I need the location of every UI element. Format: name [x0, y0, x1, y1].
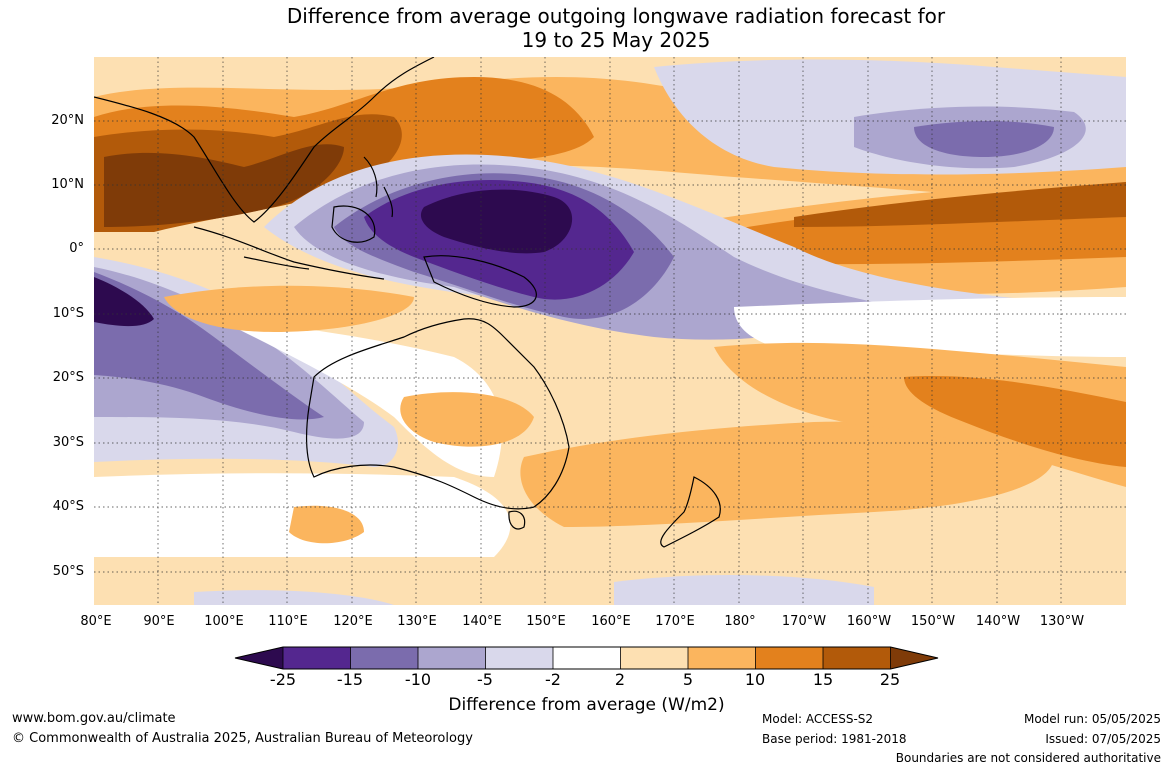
new-guinea-outline [423, 255, 537, 308]
lon-label: 140°W [975, 614, 1021, 629]
colorbar-tick: -15 [336, 670, 364, 689]
lat-label: 30°S [52, 435, 84, 450]
colorbar-swatch [350, 647, 418, 669]
philippines-outline [363, 156, 394, 218]
footer-model-run: Model run: 05/05/2025 [1023, 712, 1161, 726]
colorbar-swatch [235, 647, 283, 669]
title-line-1: Difference from average outgoing longwav… [286, 4, 946, 28]
new-zealand-outline [660, 476, 721, 548]
lat-label: 0° [69, 241, 84, 256]
map-canvas [94, 57, 1126, 605]
australia-outline [305, 318, 570, 510]
anomaly-region [614, 575, 874, 605]
colorbar-tick: 5 [682, 670, 694, 689]
colorbar-tick: 2 [614, 670, 626, 689]
lat-label: 50°S [52, 564, 84, 579]
colorbar-swatch [620, 647, 688, 669]
lat-label: 40°S [52, 499, 84, 514]
borneo-outline [331, 205, 376, 243]
lat-label: 20°S [52, 370, 84, 385]
lon-label: 150°W [910, 614, 956, 629]
footer-base-period: Base period: 1981-2018 [762, 732, 907, 746]
anomaly-region [194, 590, 394, 605]
lon-label: 90°E [143, 614, 175, 629]
lon-label: 100°E [204, 614, 244, 629]
lat-label: 20°N [51, 113, 84, 128]
anomaly-region [904, 376, 1126, 467]
colorbar-label: Difference from average (W/m2) [448, 695, 725, 715]
coastlines [94, 57, 721, 548]
footer-url[interactable]: www.bom.gov.au/climate [12, 711, 176, 726]
lat-label: 10°N [51, 177, 84, 192]
colorbar-swatch [418, 647, 486, 669]
anomaly-region [520, 421, 1054, 527]
anomaly-region [164, 285, 414, 332]
anomaly-region [400, 392, 534, 447]
colorbar-swatch [755, 647, 823, 669]
colorbar-tick: 15 [812, 670, 834, 689]
graticule [94, 57, 1126, 605]
asia-coast-outline [94, 57, 435, 223]
lon-label: 160°W [846, 614, 892, 629]
colorbar-swatch [283, 647, 351, 669]
olr-anomaly-map [94, 57, 1126, 605]
title-line-2: 19 to 25 May 2025 [521, 28, 711, 52]
colorbar-tick: 10 [744, 670, 766, 689]
footer-issued: Issued: 07/05/2025 [1045, 732, 1161, 746]
anomaly-region [794, 182, 1126, 227]
anomaly-region [94, 272, 324, 420]
footer-model: Model: ACCESS-S2 [762, 712, 874, 726]
anomaly-region [289, 505, 364, 544]
anomaly-region [420, 189, 573, 254]
colorbar-dividers [282, 647, 891, 669]
colorbar-tick: -5 [477, 670, 493, 689]
lon-label: 130°W [1039, 614, 1085, 629]
lon-label: 140°E [462, 614, 502, 629]
lon-label: 80°E [80, 614, 112, 629]
colorbar-tick: 25 [879, 670, 901, 689]
lon-label: 150°E [526, 614, 566, 629]
indonesia-outline [193, 226, 385, 280]
lon-label: 170°W [781, 614, 827, 629]
footer-boundaries-note: Boundaries are not considered authoritat… [895, 751, 1161, 765]
footer-copyright: © Commonwealth of Australia 2025, Austra… [12, 731, 473, 746]
colorbar-swatch [688, 647, 756, 669]
anomaly-region [714, 342, 1126, 487]
lon-label: 130°E [397, 614, 437, 629]
colorbar-swatch [823, 647, 891, 669]
lat-label: 10°S [52, 306, 84, 321]
lon-label: 170°E [655, 614, 695, 629]
tasmania-outline [508, 510, 526, 530]
lon-label: 180° [724, 614, 756, 629]
colorbar-swatch [485, 647, 553, 669]
colorbar-tick: -10 [404, 670, 432, 689]
map-title: Difference from average outgoing longwav… [0, 4, 1173, 52]
colorbar-outline [234, 646, 939, 670]
lon-label: 110°E [268, 614, 308, 629]
anomaly-region [734, 297, 1126, 357]
colorbar-swatch [553, 647, 621, 669]
colorbar-swatch [890, 647, 938, 669]
anomaly-region [914, 121, 1054, 157]
lon-label: 160°E [591, 614, 631, 629]
lon-label: 120°E [333, 614, 373, 629]
colorbar-tick: -2 [545, 670, 561, 689]
colorbar-tick: -25 [269, 670, 297, 689]
